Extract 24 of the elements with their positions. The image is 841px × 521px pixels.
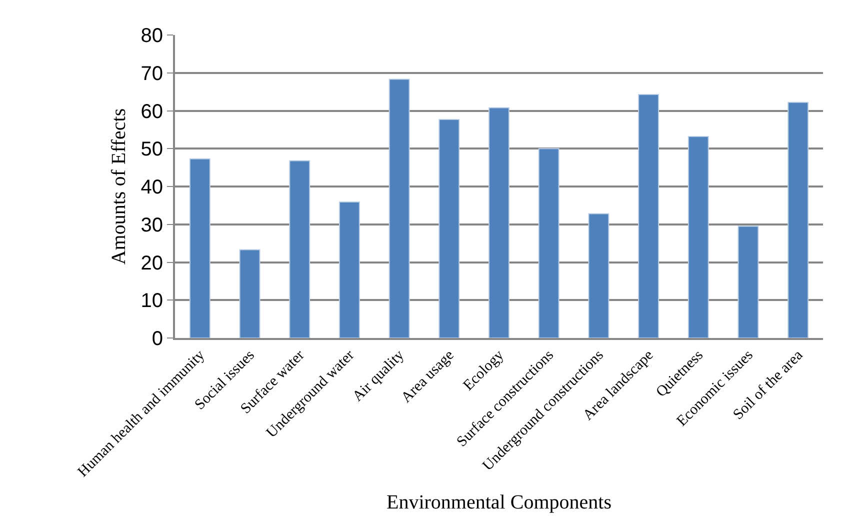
bar xyxy=(438,118,460,338)
bar xyxy=(588,213,610,338)
y-tick-label: 70 xyxy=(140,62,163,85)
x-axis-title: Environmental Components xyxy=(386,491,612,514)
y-tick-label: 40 xyxy=(140,176,163,198)
bar xyxy=(388,78,410,338)
y-tick-label: 20 xyxy=(140,252,163,274)
y-tick-label: 10 xyxy=(140,290,163,312)
bar xyxy=(239,249,260,338)
y-tick-label: 50 xyxy=(140,138,163,161)
bar xyxy=(189,158,210,338)
y-tick-label: 80 xyxy=(140,25,163,47)
y-tick-label: 60 xyxy=(140,100,163,123)
bar xyxy=(289,160,310,338)
y-tick-label: 30 xyxy=(140,214,163,236)
y-axis-title: Amounts of Effects xyxy=(108,108,130,265)
bar xyxy=(538,148,560,338)
bar xyxy=(488,107,510,338)
y-tick-label: 0 xyxy=(152,328,163,350)
bar xyxy=(688,136,709,338)
bar xyxy=(338,202,360,338)
bar xyxy=(638,94,660,338)
bar xyxy=(788,102,809,338)
bar xyxy=(738,226,759,338)
